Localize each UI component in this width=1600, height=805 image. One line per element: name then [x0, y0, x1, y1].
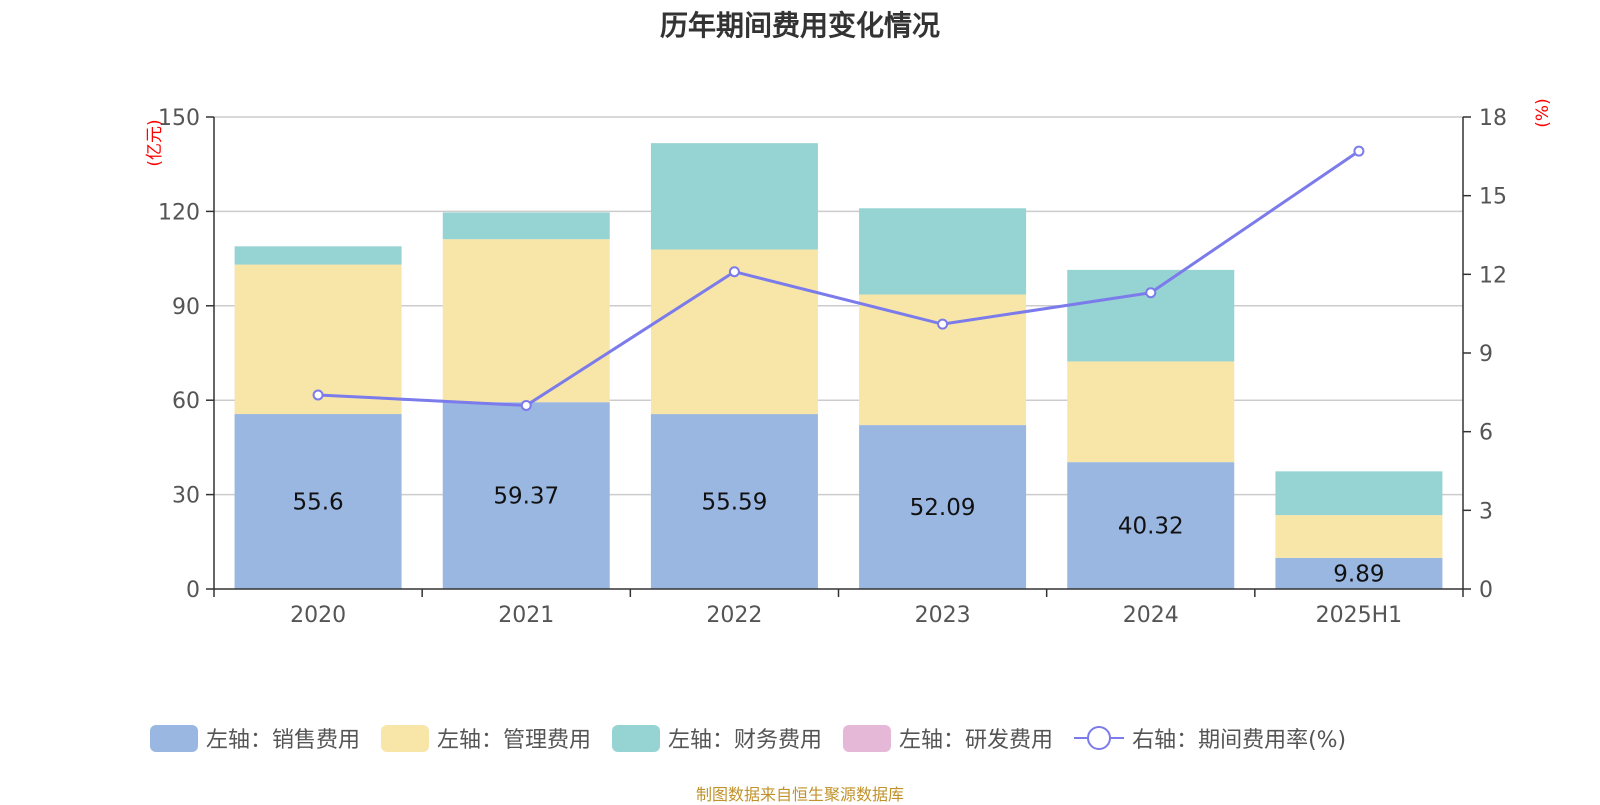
x-axis-tick-label: 2025H1: [1316, 603, 1403, 628]
x-axis-tick-label: 2021: [498, 603, 554, 628]
point-rate-2020: [312, 389, 324, 401]
bar-sales-2025H1: [1275, 557, 1443, 589]
chart-plot: 0 30 60 90 120 150 0 3 6 9 12 15 18 (亿元) (%) 55.6 59.37 5…: [145, 98, 1553, 628]
bar-finance-2025H1: [1275, 471, 1443, 516]
bar-sales-2022: [650, 414, 818, 589]
left-axis-unit: (亿元): [145, 119, 165, 166]
series-line-rate: [318, 149, 1360, 407]
x-axis-tick-label: 2020: [290, 603, 346, 628]
left-axis-tick-label: 90: [172, 295, 200, 320]
right-axis-unit: (%): [1533, 98, 1553, 127]
legend: 左轴：销售费用 左轴：管理费用 左轴：财务费用 左轴：研发费用 右轴：期间费用率…: [150, 722, 1367, 754]
bar-admin-2020: [234, 264, 402, 415]
legend-swatch-finance: [612, 724, 661, 752]
right-axis-tick-label: 12: [1479, 263, 1507, 288]
legend-item-admin[interactable]: 左轴：管理费用: [381, 722, 591, 754]
bar-finance-2022: [650, 143, 818, 250]
legend-swatch-rd: [843, 724, 892, 752]
bar-sales-2020: [234, 414, 402, 589]
left-axis-tick-label: 60: [172, 389, 200, 414]
legend-item-finance[interactable]: 左轴：财务费用: [612, 722, 822, 754]
point-rate-2023: [937, 318, 949, 330]
legend-line-rate-icon: [1074, 726, 1125, 750]
right-axis-tick-label: 3: [1479, 499, 1493, 524]
bar-sales-2023: [859, 425, 1027, 589]
right-axis-tick-label: 18: [1479, 106, 1507, 131]
chart-title: 历年期间费用变化情况: [659, 9, 940, 42]
left-axis-tick-label: 0: [186, 578, 200, 603]
x-axis-tick-label: 2023: [915, 603, 971, 628]
bar-finance-2020: [234, 246, 402, 265]
data-label-sales-2022: 55.59: [701, 490, 767, 516]
legend-label-sales: 左轴：销售费用: [206, 728, 361, 753]
point-rate-2022: [728, 266, 740, 278]
bar-finance-2021: [442, 212, 610, 240]
bar-sales-2024: [1067, 462, 1235, 589]
data-label-sales-2025H1: 9.89: [1333, 561, 1384, 587]
legend-item-rd[interactable]: 左轴：研发费用: [843, 722, 1053, 754]
point-rate-2024: [1145, 287, 1157, 299]
right-axis-tick-label: 15: [1479, 185, 1507, 210]
legend-swatch-admin: [381, 724, 430, 752]
data-label-sales-2021: 59.37: [493, 484, 559, 510]
bar-finance-2024: [1067, 269, 1235, 362]
legend-label-admin: 左轴：管理费用: [437, 728, 592, 753]
bar-admin-2024: [1067, 361, 1235, 463]
legend-label-rate: 右轴：期间费用率(%): [1132, 728, 1347, 753]
left-axis-tick-label: 120: [158, 200, 200, 225]
data-label-sales-2024: 40.32: [1118, 514, 1184, 540]
left-axis-tick-label: 30: [172, 484, 200, 509]
legend-item-rate[interactable]: 右轴：期间费用率(%): [1074, 722, 1346, 754]
legend-item-sales[interactable]: 左轴：销售费用: [150, 722, 360, 754]
x-axis-tick-label: 2022: [706, 603, 762, 628]
bar-finance-2023: [859, 208, 1027, 295]
right-axis-tick-label: 9: [1479, 342, 1493, 367]
x-axis-tick-label: 2024: [1123, 603, 1179, 628]
legend-label-finance: 左轴：财务费用: [668, 728, 823, 753]
point-rate-2025H1: [1353, 145, 1365, 157]
data-label-sales-2020: 55.6: [292, 490, 343, 516]
bar-sales-2021: [442, 402, 610, 589]
data-source-note: 制图数据来自恒生聚源数据库: [695, 785, 904, 804]
legend-swatch-sales: [150, 724, 198, 752]
left-axis-tick-label: 150: [158, 106, 200, 131]
bar-admin-2021: [442, 239, 610, 403]
bar-admin-2025H1: [1275, 515, 1443, 558]
point-rate-2021: [520, 399, 532, 411]
data-label-sales-2023: 52.09: [910, 495, 976, 521]
right-axis-tick-label: 6: [1479, 421, 1493, 446]
legend-label-rd: 左轴：研发费用: [899, 728, 1054, 753]
right-axis-tick-label: 0: [1479, 578, 1493, 603]
